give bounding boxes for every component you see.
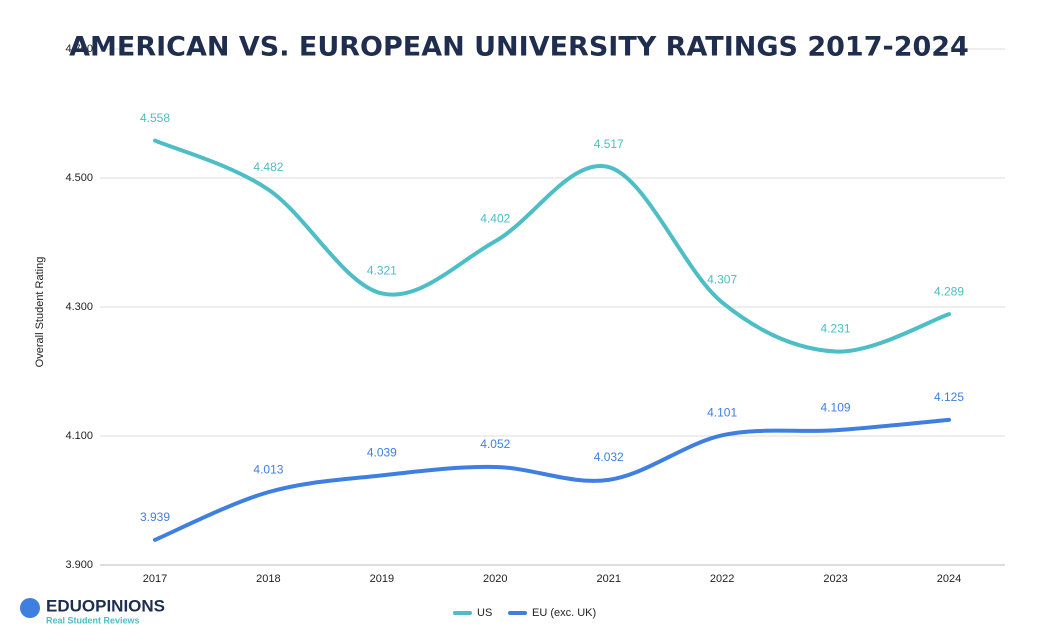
logo: EDUOPINIONS Real Student Reviews <box>20 596 165 625</box>
data-label: 4.109 <box>821 400 851 414</box>
data-label: 4.013 <box>253 462 283 476</box>
legend-item: US <box>453 607 492 619</box>
data-label: 4.402 <box>480 211 510 225</box>
logo-name: EDUOPINIONS <box>46 596 165 615</box>
data-label: 4.482 <box>253 160 283 174</box>
data-label: 4.125 <box>934 390 964 404</box>
y-tick-label: 4.100 <box>65 430 93 442</box>
legend-label: US <box>477 607 492 619</box>
data-label: 4.558 <box>140 111 170 125</box>
y-tick-label: 4.500 <box>65 172 93 184</box>
series-line <box>153 417 951 542</box>
data-label: 3.939 <box>140 510 170 524</box>
data-label: 4.321 <box>367 264 397 278</box>
logo-icon <box>20 598 40 618</box>
legend-label: EU (exc. UK) <box>532 607 596 619</box>
x-tick-label: 2017 <box>143 573 167 585</box>
title-background <box>135 28 905 68</box>
data-label: 4.052 <box>480 437 510 451</box>
x-tick-label: 2024 <box>937 573 961 585</box>
logo-tagline: Real Student Reviews <box>46 615 140 625</box>
data-label: 4.289 <box>934 284 964 298</box>
x-tick-label: 2020 <box>483 573 507 585</box>
x-tick-label: 2021 <box>596 573 620 585</box>
y-tick-label: 3.900 <box>65 559 93 571</box>
y-axis-label: Overall Student Rating <box>34 257 46 368</box>
data-label: 4.517 <box>594 137 624 151</box>
chart-title: AMERICAN VS. EUROPEAN UNIVERSITY RATINGS… <box>69 32 969 63</box>
x-tick-label: 2022 <box>710 573 734 585</box>
x-tick-label: 2018 <box>256 573 280 585</box>
y-tick-label: 4.700 <box>65 43 93 55</box>
x-tick-label: 2019 <box>370 573 394 585</box>
data-label: 4.231 <box>821 322 851 336</box>
data-label: 4.039 <box>367 446 397 460</box>
data-label: 4.032 <box>594 450 624 464</box>
data-label: 4.101 <box>707 406 737 420</box>
series-line <box>153 138 951 354</box>
x-tick-label: 2023 <box>823 573 847 585</box>
legend-item: EU (exc. UK) <box>508 607 596 619</box>
y-tick-label: 4.300 <box>65 301 93 313</box>
data-label: 4.307 <box>707 273 737 287</box>
